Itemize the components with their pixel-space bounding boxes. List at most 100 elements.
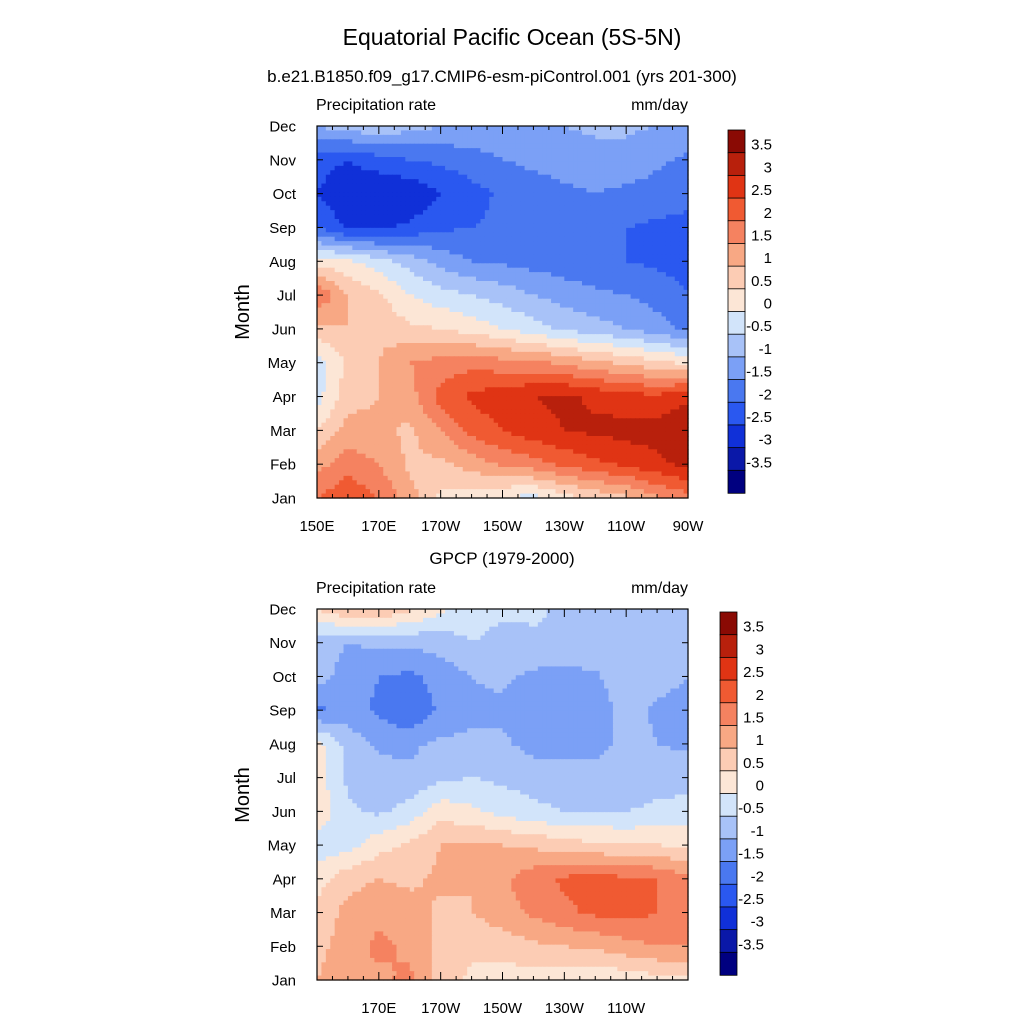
- contour-cell: [573, 347, 578, 352]
- contour-cell: [600, 184, 605, 189]
- contour-cell: [653, 157, 658, 162]
- contour-cell: [388, 219, 393, 224]
- contour-cell: [427, 192, 432, 197]
- contour-cell: [405, 263, 410, 268]
- contour-cell: [401, 223, 406, 228]
- contour-cell: [635, 157, 640, 162]
- contour-cell: [653, 215, 658, 220]
- contour-cell: [317, 170, 322, 175]
- contour-cell: [586, 330, 591, 335]
- contour-cell: [582, 285, 587, 290]
- contour-cell: [419, 361, 424, 366]
- contour-cell: [348, 254, 353, 259]
- contour-cell: [432, 387, 437, 392]
- contour-cell: [617, 254, 622, 259]
- contour-cell: [344, 263, 349, 268]
- contour-cell: [533, 347, 538, 352]
- contour-cell: [666, 223, 671, 228]
- contour-cell: [586, 281, 591, 286]
- contour-cell: [511, 316, 516, 321]
- contour-cell: [445, 206, 450, 211]
- contour-cell: [533, 250, 538, 255]
- contour-cell: [317, 299, 322, 304]
- contour-cell: [560, 325, 565, 330]
- contour-cell: [551, 228, 556, 233]
- contour-cell: [335, 232, 340, 237]
- contour-cell: [639, 215, 644, 220]
- contour-cell: [392, 294, 397, 299]
- contour-cell: [467, 321, 472, 326]
- contour-cell: [520, 299, 525, 304]
- contour-cell: [622, 192, 627, 197]
- contour-cell: [551, 321, 556, 326]
- contour-cell: [366, 294, 371, 299]
- contour-cell: [507, 219, 512, 224]
- contour-cell: [326, 161, 331, 166]
- contour-cell: [644, 259, 649, 264]
- contour-cell: [511, 330, 516, 335]
- contour-cell: [569, 290, 574, 295]
- contour-cell: [542, 330, 547, 335]
- contour-cell: [503, 139, 508, 144]
- contour-cell: [529, 374, 534, 379]
- contour-cell: [321, 215, 326, 220]
- contour-cell: [556, 334, 561, 339]
- contour-cell: [604, 201, 609, 206]
- contour-cell: [321, 210, 326, 215]
- contour-cell: [489, 254, 494, 259]
- contour-cell: [604, 126, 609, 131]
- contour-cell: [679, 148, 684, 153]
- contour-cell: [392, 241, 397, 246]
- contour-cell: [339, 285, 344, 290]
- contour-cell: [631, 135, 636, 140]
- contour-cell: [622, 378, 627, 383]
- contour-cell: [538, 383, 543, 388]
- contour-cell: [670, 321, 675, 326]
- contour-cell: [622, 135, 627, 140]
- contour-cell: [670, 374, 675, 379]
- contour-cell: [489, 378, 494, 383]
- contour-cell: [613, 232, 618, 237]
- contour-cell: [419, 272, 424, 277]
- contour-cell: [529, 308, 534, 313]
- contour-cell: [344, 153, 349, 158]
- contour-cell: [397, 316, 402, 321]
- contour-cell: [467, 139, 472, 144]
- contour-cell: [326, 347, 331, 352]
- contour-cell: [498, 201, 503, 206]
- contour-cell: [317, 316, 322, 321]
- contour-cell: [542, 219, 547, 224]
- contour-cell: [436, 347, 441, 352]
- contour-cell: [401, 321, 406, 326]
- contour-cell: [317, 237, 322, 242]
- contour-cell: [679, 184, 684, 189]
- contour-cell: [591, 192, 596, 197]
- contour-cell: [476, 192, 481, 197]
- contour-cell: [339, 272, 344, 277]
- contour-cell: [374, 370, 379, 375]
- contour-cell: [525, 179, 530, 184]
- contour-cell: [679, 254, 684, 259]
- contour-cell: [419, 148, 424, 153]
- contour-cell: [586, 356, 591, 361]
- contour-cell: [414, 352, 419, 357]
- contour-cell: [401, 175, 406, 180]
- contour-cell: [485, 228, 490, 233]
- contour-cell: [423, 290, 428, 295]
- contour-cell: [414, 197, 419, 202]
- contour-cell: [366, 361, 371, 366]
- contour-cell: [476, 184, 481, 189]
- contour-cell: [401, 144, 406, 149]
- contour-cell: [348, 175, 353, 180]
- contour-cell: [547, 135, 552, 140]
- contour-cell: [604, 166, 609, 171]
- contour-cell: [569, 228, 574, 233]
- contour-cell: [582, 343, 587, 348]
- contour-cell: [542, 175, 547, 180]
- contour-cell: [370, 308, 375, 313]
- contour-cell: [609, 237, 614, 242]
- contour-cell: [525, 144, 530, 149]
- contour-cell: [423, 383, 428, 388]
- contour-cell: [445, 232, 450, 237]
- contour-cell: [476, 325, 481, 330]
